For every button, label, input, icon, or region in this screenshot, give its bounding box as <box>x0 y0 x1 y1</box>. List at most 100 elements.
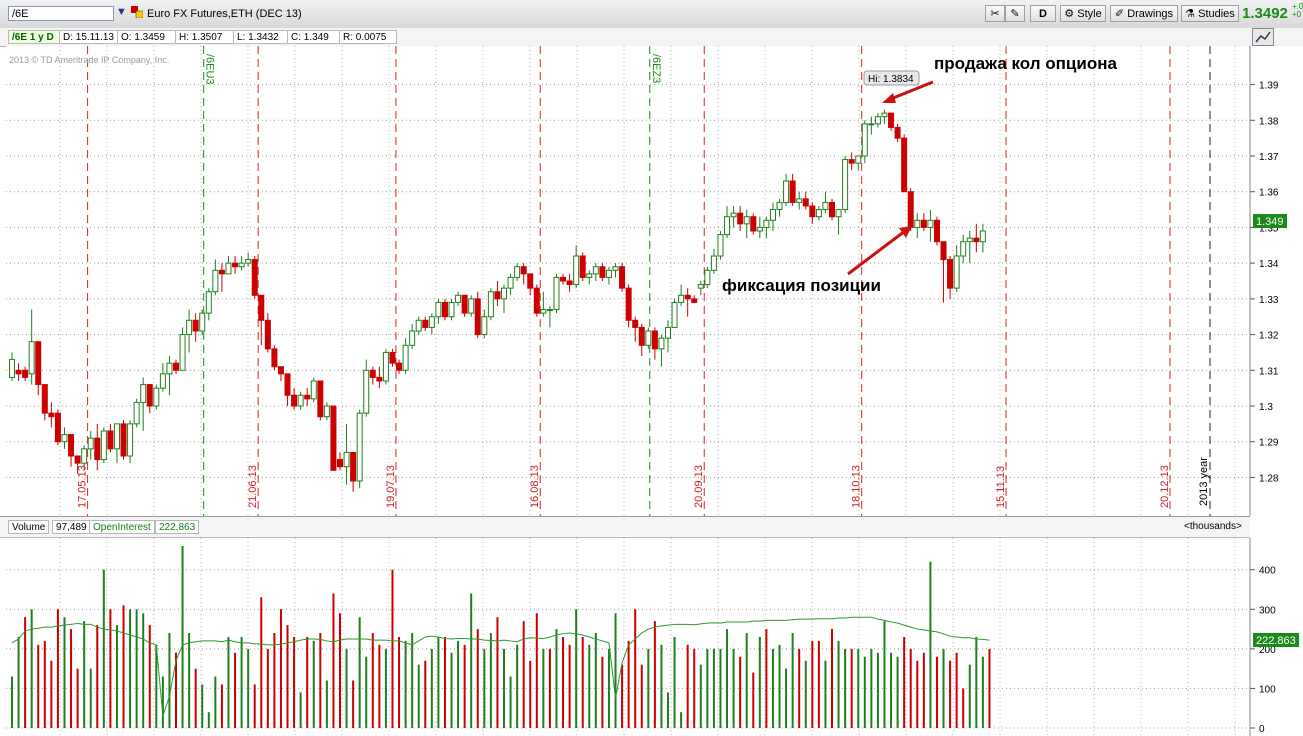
candle <box>632 316 639 342</box>
bar-range: R: 0.0075 <box>339 30 397 44</box>
volume-header: Volume 97,489 OpenInterest 222,863 <box>0 516 1250 538</box>
candle-body <box>783 180 790 203</box>
candle-body <box>933 219 940 243</box>
bar-low: L: 1.3432 <box>233 30 288 44</box>
candle <box>297 391 304 410</box>
candle-body <box>277 366 284 375</box>
candle-body <box>829 201 835 218</box>
candle-body <box>684 294 691 300</box>
candle-body <box>441 301 448 318</box>
candle <box>835 209 842 235</box>
candle-body <box>120 423 127 457</box>
candle-body <box>815 209 822 218</box>
candle-body <box>284 373 291 396</box>
arrow-close-position <box>847 226 912 276</box>
chart-period-label[interactable]: /6E 1 y D <box>8 30 60 44</box>
studies-button[interactable]: ⚗ Studies <box>1181 5 1239 22</box>
wrench-tool-button[interactable]: ✎ <box>1005 5 1025 22</box>
candle-body <box>625 287 632 321</box>
candle <box>842 156 849 214</box>
candle-body <box>560 276 567 282</box>
candle-body <box>304 394 311 400</box>
candle-body <box>763 219 770 228</box>
candle-body <box>619 266 626 289</box>
candle-body <box>428 316 435 328</box>
candle <box>704 266 711 289</box>
volume-tick-label: 300 <box>1259 605 1276 616</box>
candle-body <box>553 276 560 311</box>
aggregation-button[interactable]: D <box>1030 5 1056 22</box>
candle <box>520 263 527 285</box>
candle <box>120 420 127 460</box>
expiry-marker-label: /6EZ3 <box>650 54 662 83</box>
candle <box>218 263 225 292</box>
candle <box>186 309 193 353</box>
candle-body <box>238 262 245 268</box>
symbol-dropdown-icon[interactable]: ▼ <box>116 6 127 18</box>
price-tick-label: 1.29 <box>1259 438 1279 449</box>
volume-tick-label: 0 <box>1259 724 1265 735</box>
candle <box>750 213 757 235</box>
candle-body <box>501 287 507 300</box>
candle-body <box>251 259 258 296</box>
high-label-text: Hi: 1.3834 <box>868 74 914 85</box>
symbol-input[interactable]: /6E <box>8 6 114 21</box>
scissors-tool-button[interactable]: ✂ <box>985 5 1005 22</box>
candle-body <box>153 387 160 407</box>
candle <box>553 273 560 314</box>
candle-body <box>861 123 868 157</box>
candle <box>678 284 685 306</box>
candle-body <box>232 262 239 268</box>
candle <box>179 327 186 371</box>
price-chart[interactable]: 17.05.13 21.06.13 19.07.13 16.08.13 20.09.13… <box>0 46 1303 516</box>
candle-body <box>245 259 252 264</box>
candle <box>238 256 245 271</box>
candle-body <box>835 209 842 218</box>
volume-label: Volume <box>8 520 50 534</box>
candle <box>979 223 986 253</box>
candle <box>61 427 68 449</box>
candle <box>94 423 101 471</box>
candle <box>743 209 750 239</box>
candle <box>441 298 448 321</box>
candle <box>874 113 881 128</box>
drawings-button[interactable]: ✐ Drawings <box>1110 5 1178 22</box>
candle-body <box>540 309 547 314</box>
candle-body <box>894 126 901 139</box>
candle-body <box>704 269 711 286</box>
volume-chart[interactable]: 400 300 200 100 0 222.863 <box>0 538 1303 736</box>
candle <box>920 213 927 231</box>
candle <box>888 112 895 131</box>
candle-body <box>743 216 750 225</box>
candle-body <box>868 123 875 126</box>
candle-body <box>586 273 593 278</box>
candle <box>940 241 947 303</box>
style-icon: ⚙ <box>1064 8 1075 20</box>
candle-body <box>494 291 501 300</box>
price-tick-label: 1.28 <box>1259 473 1279 484</box>
candle-body <box>291 394 298 407</box>
price-plot-area <box>6 46 1250 516</box>
linked-windows-icon[interactable] <box>131 6 144 21</box>
chart-settings-button[interactable] <box>1252 28 1274 46</box>
style-button[interactable]: ⚙ Style <box>1060 5 1106 22</box>
candle-body <box>769 209 776 221</box>
candle-body <box>658 337 665 350</box>
watermark: 2013 © TD Ameritrade IP Company, Inc. <box>9 55 169 65</box>
candle-body <box>337 459 343 468</box>
candle-body <box>127 423 134 457</box>
candle <box>343 423 350 485</box>
candle <box>822 191 829 214</box>
candle-body <box>907 191 914 228</box>
candle <box>671 298 678 328</box>
candle-body <box>382 351 389 382</box>
price-axis-area <box>1250 46 1303 516</box>
candle <box>645 327 652 349</box>
candle-body <box>671 301 678 328</box>
candle-body <box>199 312 206 332</box>
open-interest-value: 222,863 <box>155 520 200 534</box>
candle <box>665 320 671 353</box>
candle <box>317 380 324 421</box>
candle <box>291 388 298 410</box>
date-markers: 17.05.13 21.06.13 19.07.13 16.08.13 20.09.13… <box>77 46 1211 516</box>
